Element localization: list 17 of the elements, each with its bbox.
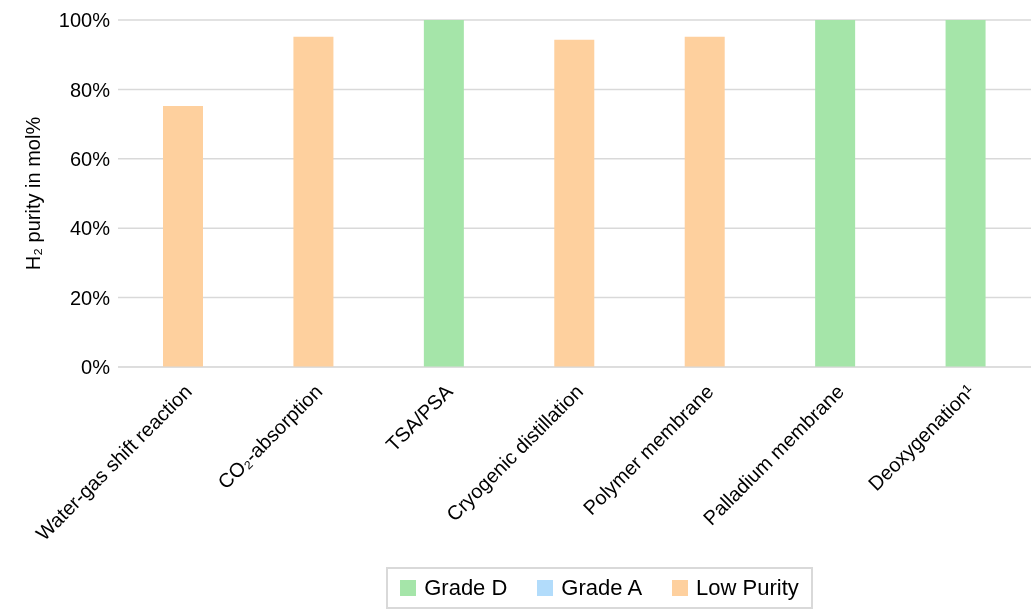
y-tick-label: 100% <box>58 9 111 32</box>
bar <box>815 20 856 367</box>
y-tick-label: 20% <box>69 286 111 309</box>
y-tick-label: 60% <box>69 147 111 170</box>
y-tick-label: 0% <box>81 356 111 379</box>
y-tick-label: 80% <box>69 78 111 101</box>
bar <box>293 36 334 367</box>
y-axis-title: H₂ purity in mol% <box>22 116 45 271</box>
bar <box>945 20 986 367</box>
legend-label: Low Purity <box>695 575 799 601</box>
bar <box>163 106 203 367</box>
bar <box>684 36 725 367</box>
bar <box>423 20 464 367</box>
y-tick-label: 40% <box>69 217 111 240</box>
legend-label: Grade D <box>423 575 508 601</box>
legend-label: Grade A <box>560 575 643 601</box>
bar <box>554 39 595 367</box>
